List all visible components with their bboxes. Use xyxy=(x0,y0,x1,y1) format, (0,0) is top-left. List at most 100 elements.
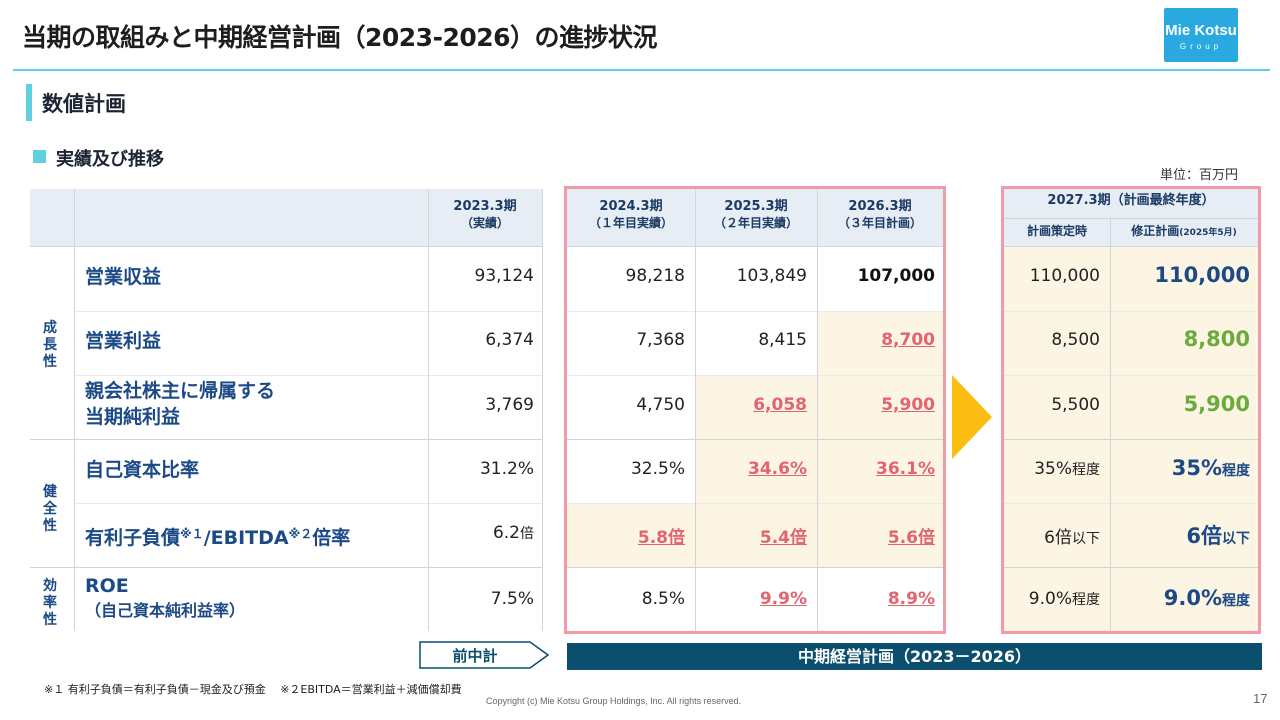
header-divider xyxy=(13,69,1270,71)
cell-value: 5,900 xyxy=(881,395,935,415)
cell-value: 5.6倍 xyxy=(887,528,935,548)
cell-value: 93,124 xyxy=(474,266,534,286)
cell-value: 6,058 xyxy=(753,395,807,415)
cell-value: 7,368 xyxy=(636,330,685,350)
highlight-cell xyxy=(817,311,943,375)
row-label-debt-ebitda: 有利子負債※１/EBITDA※２倍率 xyxy=(85,527,351,549)
section-title: 数値計画 xyxy=(42,92,126,116)
final-year-frame xyxy=(1001,186,1261,634)
cell-value: 103,849 xyxy=(736,266,807,286)
progress-arrow-icon xyxy=(952,375,992,459)
cell-value: 5,500 xyxy=(1051,395,1100,415)
col-divider xyxy=(817,189,818,631)
row-divider xyxy=(1004,567,1258,568)
row-divider xyxy=(1004,311,1258,312)
col-header-fy2027: 2027.3期（計画最終年度） xyxy=(1047,193,1215,208)
cell-value: 110,000 xyxy=(1029,266,1100,286)
col-divider xyxy=(542,189,543,631)
logo-text: Mie Kotsu xyxy=(1165,22,1237,39)
row-divider xyxy=(567,246,943,247)
row-divider xyxy=(567,311,943,312)
group-label-growth: 成長性 xyxy=(43,320,57,370)
page-title: 当期の取組みと中期経営計画（2023-2026）の進捗状況 xyxy=(22,23,658,52)
page-number: 17 xyxy=(1253,691,1268,706)
cell-value: 4,750 xyxy=(636,395,685,415)
row-label-net-income-l2: 当期純利益 xyxy=(85,406,181,428)
row-label-net-income-l1: 親会社株主に帰属する xyxy=(85,380,276,402)
cell-value: 107,000 xyxy=(857,266,935,286)
col-divider xyxy=(1110,218,1111,631)
col-header-fy2025: 2025.3期 （２年目実績） xyxy=(713,199,798,230)
cell-value: 5.4倍 xyxy=(759,528,807,548)
row-divider xyxy=(74,503,542,504)
row-divider xyxy=(567,567,943,568)
row-label-equity-ratio: 自己資本比率 xyxy=(85,459,200,481)
header-row-mid xyxy=(567,189,943,246)
copyright: Copyright (c) Mie Kotsu Group Holdings, … xyxy=(486,696,742,706)
row-divider xyxy=(30,439,542,440)
cell-value: 8.9% xyxy=(887,589,935,609)
cell-value: 9.0%程度 xyxy=(1163,586,1250,610)
row-label-operating-revenue: 営業収益 xyxy=(85,266,162,288)
row-divider xyxy=(30,246,542,247)
cell-value: 34.6% xyxy=(748,459,807,479)
col-header-fy2024: 2024.3期 （１年目実績） xyxy=(588,199,673,230)
cell-value: 6,374 xyxy=(485,330,534,350)
cell-value: 8,500 xyxy=(1051,330,1100,350)
col-divider xyxy=(428,189,429,631)
cell-value: 36.1% xyxy=(876,459,935,479)
col-header-original-plan: 計画策定時 xyxy=(1026,224,1087,238)
header-subdivider xyxy=(1004,218,1258,219)
row-label-roe: ROE xyxy=(85,575,129,597)
cell-value: 3,769 xyxy=(485,395,534,415)
company-logo: Mie Kotsu Group xyxy=(1164,8,1238,62)
row-divider xyxy=(1004,439,1258,440)
row-label-operating-profit: 営業利益 xyxy=(85,330,162,352)
cell-value: 110,000 xyxy=(1154,263,1250,287)
col-header-fy2026: 2026.3期 （３年目計画） xyxy=(837,199,922,230)
cell-value: 35%程度 xyxy=(1171,456,1250,480)
previous-plan-label: 前中計 xyxy=(452,647,498,665)
cell-value: 5.8倍 xyxy=(637,528,685,548)
group-label-efficiency: 効率性 xyxy=(43,578,57,628)
cell-value: 6倍以下 xyxy=(1044,528,1100,548)
section-accent-bar xyxy=(26,84,32,121)
cell-value: 8,415 xyxy=(758,330,807,350)
cell-value: 6.2倍 xyxy=(492,523,534,543)
highlight-cell xyxy=(695,375,943,567)
cell-value: 6倍以下 xyxy=(1186,524,1250,548)
cell-value: 35%程度 xyxy=(1034,459,1100,479)
highlight-cell xyxy=(567,503,695,567)
row-divider xyxy=(74,311,542,312)
logo-subtext: Group xyxy=(1179,42,1223,51)
cell-value: 32.5% xyxy=(630,459,685,479)
highlight-cell xyxy=(1004,246,1258,631)
group-label-soundness: 健全性 xyxy=(43,484,57,534)
row-divider xyxy=(1004,375,1258,376)
cell-value: 9.9% xyxy=(759,589,807,609)
header-row-right xyxy=(1004,189,1258,246)
bullet-square-icon xyxy=(33,150,46,163)
row-divider xyxy=(1004,246,1258,247)
cell-value: 5,900 xyxy=(1183,392,1250,416)
col-divider xyxy=(74,189,75,631)
col-header-fy2023: 2023.3期 （実績） xyxy=(453,199,517,230)
col-divider xyxy=(695,189,696,631)
row-divider xyxy=(1004,503,1258,504)
cell-value: 31.2% xyxy=(479,459,534,479)
cell-value: 8,800 xyxy=(1183,327,1250,351)
col-header-revised-plan: 修正計画(2025年5月) xyxy=(1131,224,1237,238)
cell-value: 98,218 xyxy=(625,266,685,286)
footnote: ※１ 有利子負債＝有利子負債－現金及び預金 ※２EBITDA＝営業利益＋減価償却… xyxy=(44,683,462,696)
plan-period-frame xyxy=(564,186,946,634)
unit-label: 単位：百万円 xyxy=(1160,168,1239,183)
cell-value: 7.5% xyxy=(490,589,534,609)
row-divider xyxy=(567,375,943,376)
midterm-plan-bar: 中期経営計画（2023－2026） xyxy=(567,643,1262,670)
header-row-left xyxy=(30,189,542,246)
row-divider xyxy=(567,439,943,440)
cell-value: 8.5% xyxy=(641,589,685,609)
row-divider xyxy=(567,503,943,504)
row-divider xyxy=(30,567,542,568)
cell-value: 9.0%程度 xyxy=(1028,589,1100,609)
